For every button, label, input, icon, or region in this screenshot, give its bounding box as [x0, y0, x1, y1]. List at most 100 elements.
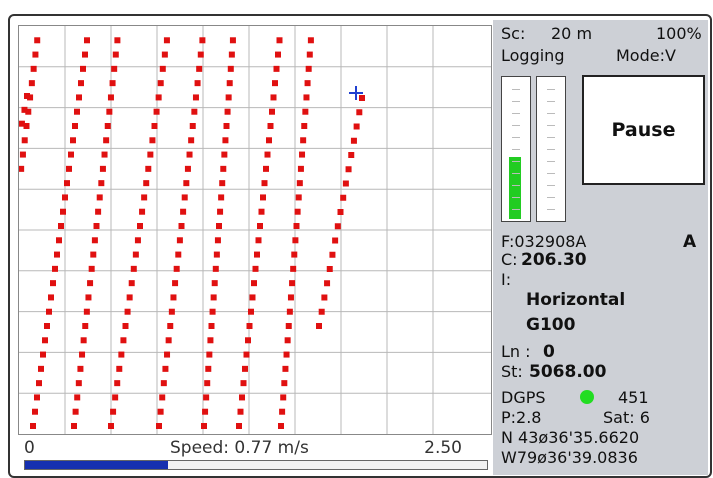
survey-map[interactable] [18, 25, 492, 435]
track-point [110, 408, 117, 415]
track-point [221, 151, 228, 158]
track-point [54, 251, 60, 258]
track-point [120, 337, 127, 344]
track-point [170, 294, 177, 301]
track-point [151, 123, 158, 129]
map-canvas[interactable] [19, 26, 491, 434]
track-point [186, 151, 193, 158]
track-point [30, 423, 36, 429]
track-point [24, 93, 30, 99]
gauge-tick [512, 125, 520, 126]
track-point [82, 323, 89, 329]
gauge-tick [547, 101, 555, 102]
longitude: W79ø36'39.0836 [501, 448, 638, 467]
mode-status: Mode:V [616, 46, 676, 65]
track-point [213, 251, 220, 258]
speed-readout: Speed: 0.77 m/s [170, 438, 309, 458]
track-point [270, 94, 277, 101]
track-point [99, 165, 106, 172]
track-point [167, 323, 174, 329]
track-point [165, 337, 172, 344]
track-point [104, 123, 111, 129]
gauge-tick [547, 185, 555, 186]
track-point [48, 294, 54, 301]
track-point [72, 123, 78, 129]
track-point [267, 123, 274, 129]
track-point [175, 251, 182, 258]
track-point [266, 137, 272, 144]
track-point [269, 108, 275, 115]
speed-progress-fill [25, 461, 169, 469]
gauge-tick [547, 113, 555, 114]
latitude: N 43ø36'35.6620 [501, 428, 640, 447]
track-point [109, 80, 116, 87]
track-point [258, 208, 265, 215]
gauge-tick [547, 89, 555, 90]
track-point [66, 165, 72, 172]
signal-gauge-right [536, 76, 566, 222]
track-point [337, 209, 344, 215]
track-point [294, 208, 301, 215]
track-point [161, 51, 168, 58]
track-point [321, 294, 328, 301]
track-point [122, 323, 129, 329]
track-point [60, 208, 66, 215]
track-point [303, 94, 310, 101]
track-point [359, 95, 365, 101]
gauge-tick [512, 209, 520, 210]
track-point [38, 365, 44, 372]
track-point [245, 337, 251, 344]
track-point [212, 265, 219, 272]
track-point [242, 365, 248, 372]
track-point [172, 280, 179, 287]
track-point [356, 109, 363, 116]
track-point [264, 151, 271, 158]
track-point [72, 408, 79, 415]
pause-button[interactable]: Pause [582, 75, 705, 185]
scale-label: Sc: [501, 24, 526, 43]
track-point [21, 106, 28, 113]
track-point [257, 223, 263, 229]
speed-min-label: 0 [24, 438, 35, 458]
line-type: Horizontal [526, 290, 626, 310]
track-point [82, 51, 88, 58]
track-point [188, 137, 195, 144]
track-point [353, 123, 360, 130]
track-point [207, 337, 214, 344]
track-point [334, 223, 341, 230]
track-point [162, 365, 169, 372]
track-point [79, 351, 86, 358]
track-point [208, 323, 215, 329]
track-point [197, 51, 204, 58]
dgps-value: 451 [618, 388, 649, 407]
track-point [316, 323, 322, 329]
track-point [307, 37, 314, 44]
track-point [214, 237, 221, 244]
track-point [297, 165, 304, 172]
track-point [204, 380, 211, 387]
gauge-tick [512, 161, 520, 162]
track-point [52, 265, 58, 272]
track-point [276, 37, 283, 44]
track-point [71, 423, 77, 429]
track-point [76, 94, 82, 101]
track-point [189, 123, 196, 129]
track-point [112, 51, 119, 58]
gauge-tick [512, 101, 520, 102]
track-point [345, 166, 352, 173]
gauge-tick [547, 149, 555, 150]
track-point [205, 365, 212, 372]
track-point [118, 351, 125, 358]
track-point [149, 137, 156, 144]
track-point [70, 137, 76, 144]
track-point [281, 380, 288, 387]
track-point [85, 294, 92, 301]
track-point [30, 65, 37, 72]
track-point [302, 108, 309, 115]
track-point [279, 408, 286, 415]
track-point [286, 308, 293, 315]
track-point [78, 80, 84, 87]
track-point [283, 351, 290, 358]
track-point [56, 237, 62, 244]
track-point [287, 294, 294, 301]
